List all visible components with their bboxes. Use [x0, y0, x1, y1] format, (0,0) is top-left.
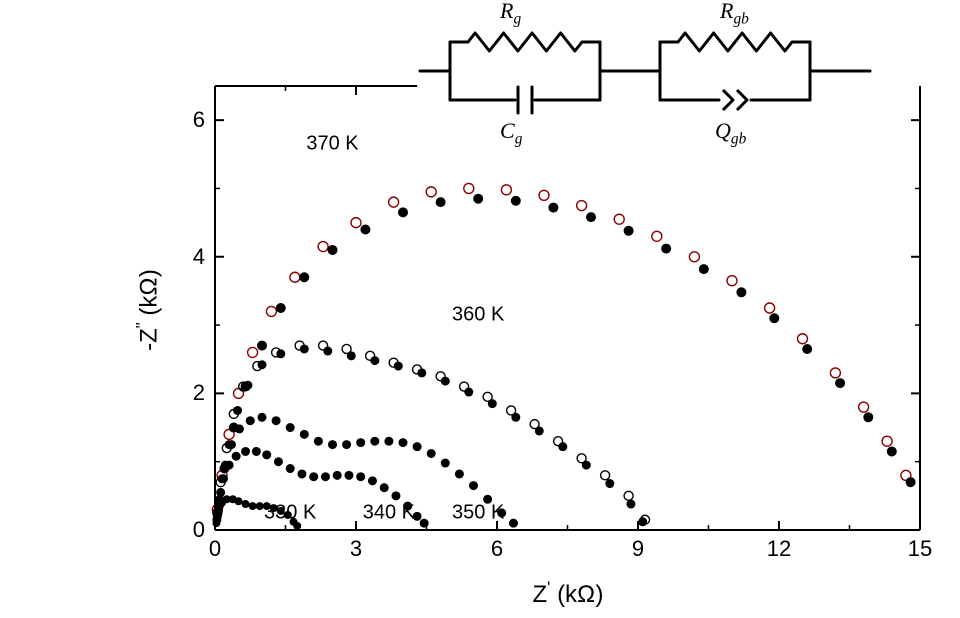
x-tick-label: 3 [350, 536, 362, 562]
x-tick-label: 12 [767, 536, 791, 562]
x-tick-label: 0 [209, 536, 221, 562]
temperature-label: 360 K [452, 303, 504, 326]
temperature-label: 330 K [264, 501, 316, 524]
temperature-label: 370 K [306, 133, 358, 156]
temperature-label: 350 K [452, 501, 504, 524]
y-axis-label: -Z" (kΩ) [133, 269, 164, 351]
x-axis-label: Z' (kΩ) [533, 578, 604, 609]
y-tick-label: 6 [193, 107, 205, 133]
y-tick-label: 0 [193, 517, 205, 543]
y-tick-label: 4 [193, 244, 205, 270]
circuit-label-Rg: Rg [500, 0, 521, 28]
temperature-label: 340 K [363, 501, 415, 524]
y-tick-label: 2 [193, 380, 205, 406]
circuit-label-Rgb: Rgb [720, 0, 749, 28]
equivalent-circuit-diagram [420, 33, 870, 113]
x-tick-label: 15 [908, 536, 932, 562]
x-tick-label: 9 [632, 536, 644, 562]
circuit-label-Qgb: Qgb [715, 118, 746, 148]
circuit-label-Cg: Cg [500, 118, 522, 148]
x-tick-label: 6 [491, 536, 503, 562]
